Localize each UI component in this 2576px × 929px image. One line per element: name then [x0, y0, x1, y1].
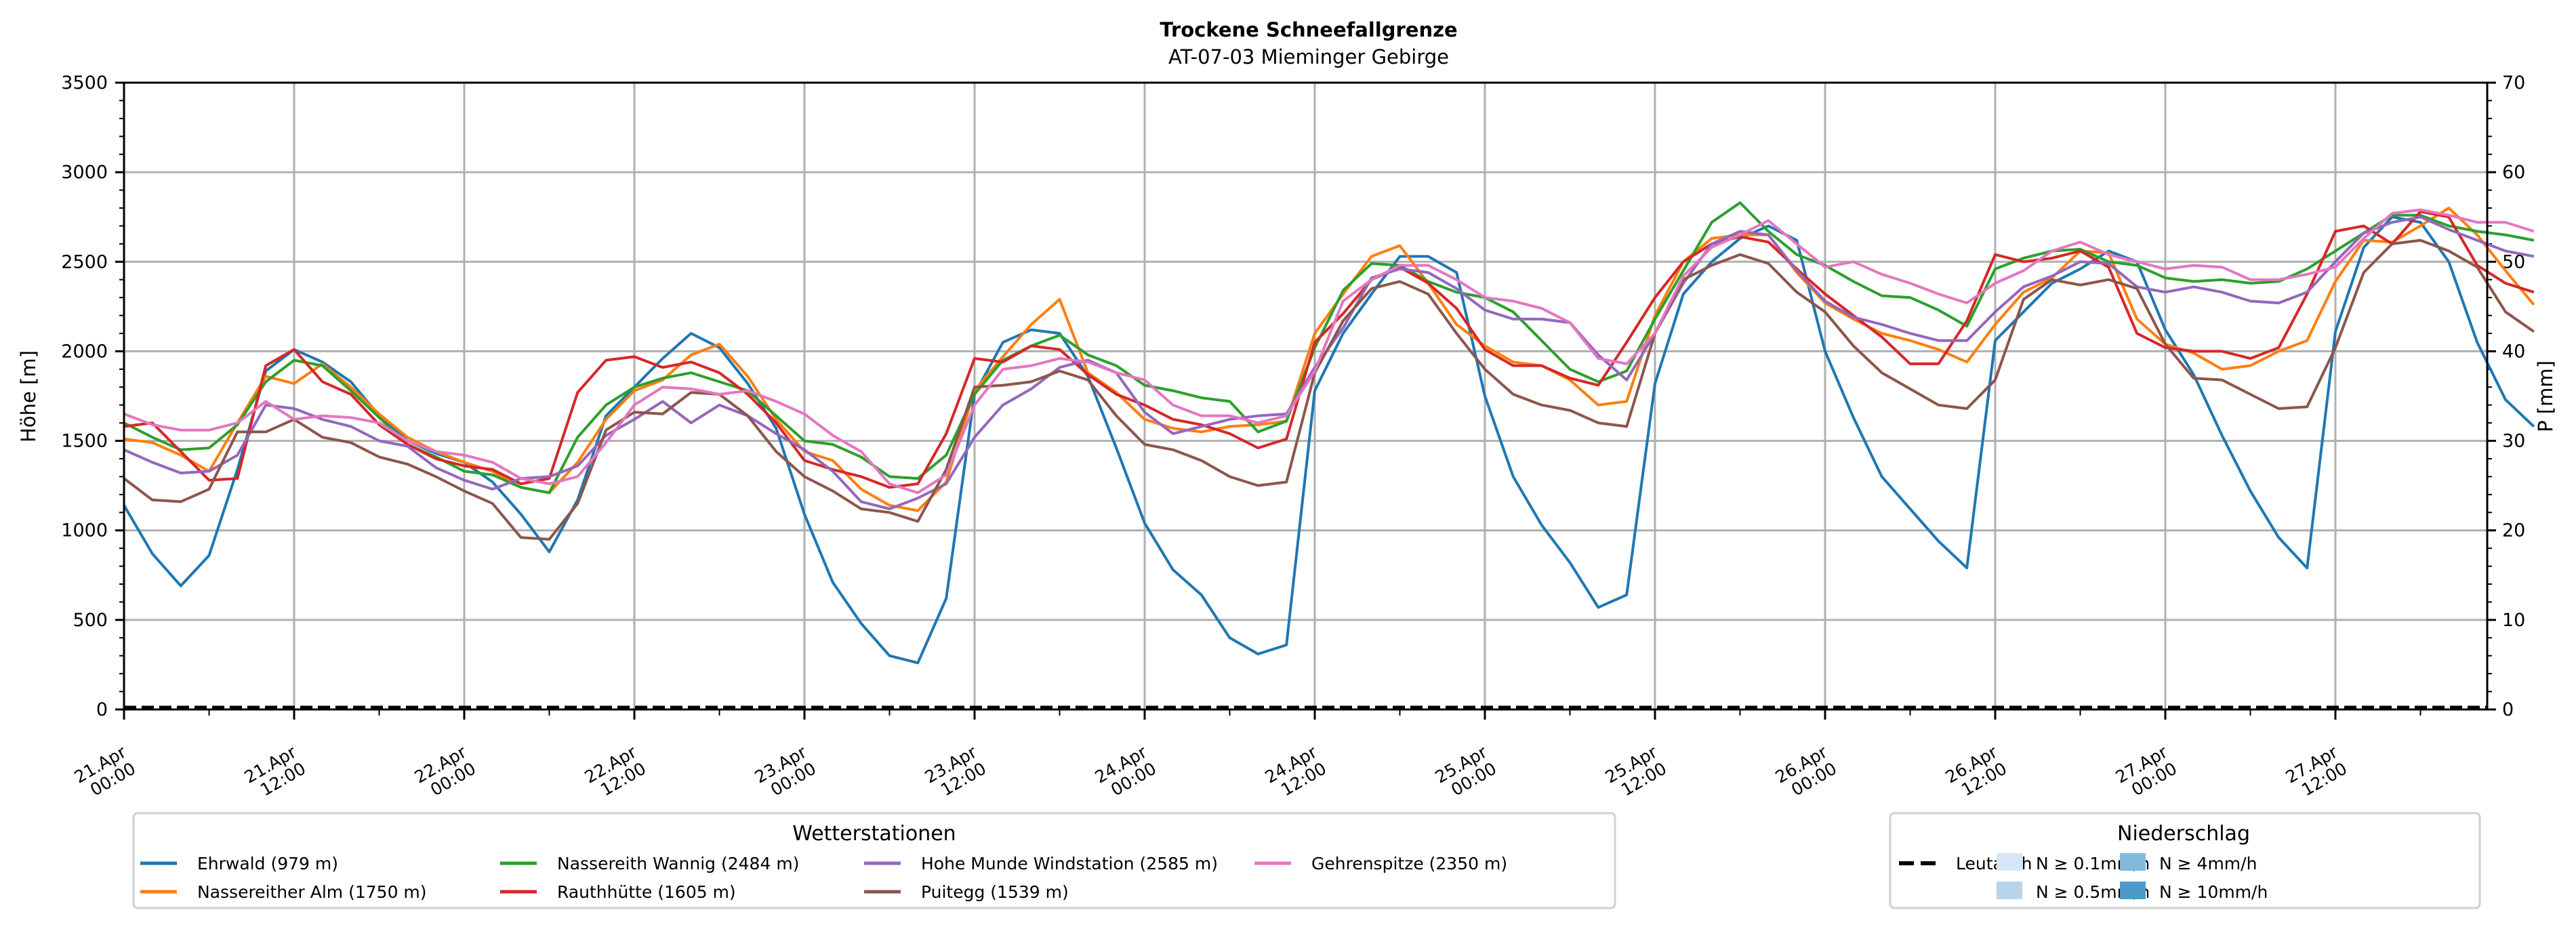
y-axis-label: Höhe [m]: [17, 350, 40, 442]
series-line-puitegg-1539-m: [123, 239, 2535, 541]
series-line-rauthh-tte-1605-m: [123, 210, 2535, 489]
legend-label: N ≥ 10mm/h: [2159, 882, 2268, 902]
legend-label: Puitegg (1539 m): [921, 882, 1069, 902]
y-tick-label: 3000: [61, 162, 108, 183]
y-tick-label: 2000: [61, 341, 108, 362]
grid: [124, 81, 2487, 711]
y2-tick-label: 20: [2502, 520, 2525, 541]
legend-label: Nassereither Alm (1750 m): [197, 882, 427, 902]
legend-swatch-patch: [2120, 853, 2146, 871]
y2-tick-label: 60: [2502, 162, 2525, 183]
legend-label: Rauthhütte (1605 m): [557, 882, 736, 902]
y-tick-label: 2500: [61, 251, 108, 272]
legend-precip: Niederschlag Leutasch N ≥ 0.1mm/hN ≥ 0.5m…: [1889, 812, 2481, 909]
y2-axis-label: P [mm]: [2534, 360, 2557, 432]
legend-precip-title: Niederschlag: [2117, 822, 2250, 846]
legend-label: Ehrwald (979 m): [197, 854, 338, 873]
series-line-gehrenspitze-2350-m: [123, 208, 2535, 495]
y2-tick-label: 40: [2502, 341, 2525, 362]
y-tick-label: 1500: [61, 431, 108, 452]
y2-tick-label: 30: [2502, 431, 2525, 452]
legend-swatch-patch: [1997, 853, 2022, 871]
legend-stations-title: Wetterstationen: [792, 822, 956, 846]
y2-tick-label: 70: [2502, 73, 2525, 94]
legend-label: Hohe Munde Windstation (2585 m): [921, 854, 1218, 873]
y-tick-label: 1000: [61, 520, 108, 541]
y-axis-left: 0 500 1000 1500 2000 2500 3000 3500: [61, 73, 124, 720]
series-lines: [123, 201, 2535, 709]
y-tick-label: 500: [73, 610, 108, 631]
legend-label: N ≥ 4mm/h: [2159, 854, 2257, 873]
legend-stations: Wetterstationen Ehrwald (979 m) Nassereit…: [132, 812, 1616, 909]
legend-label: Gehrenspitze (2350 m): [1311, 854, 1507, 873]
legend-swatch-patch: [2120, 882, 2146, 899]
plot-frame: [123, 81, 2489, 711]
legend-swatch-patch: [1997, 882, 2022, 899]
y-tick-label: 3500: [61, 73, 108, 94]
chart-title: Trockene Schneefallgrenze: [1160, 18, 1457, 41]
y2-tick-label: 10: [2502, 610, 2525, 631]
chart-subtitle: AT-07-03 Mieminger Gebirge: [1168, 45, 1449, 68]
y2-tick-label: 0: [2502, 699, 2514, 720]
y-tick-label: 0: [96, 699, 108, 720]
legend-label: Nassereith Wannig (2484 m): [557, 854, 799, 873]
series-line-nassereith-wannig-2484-m: [123, 201, 2535, 495]
